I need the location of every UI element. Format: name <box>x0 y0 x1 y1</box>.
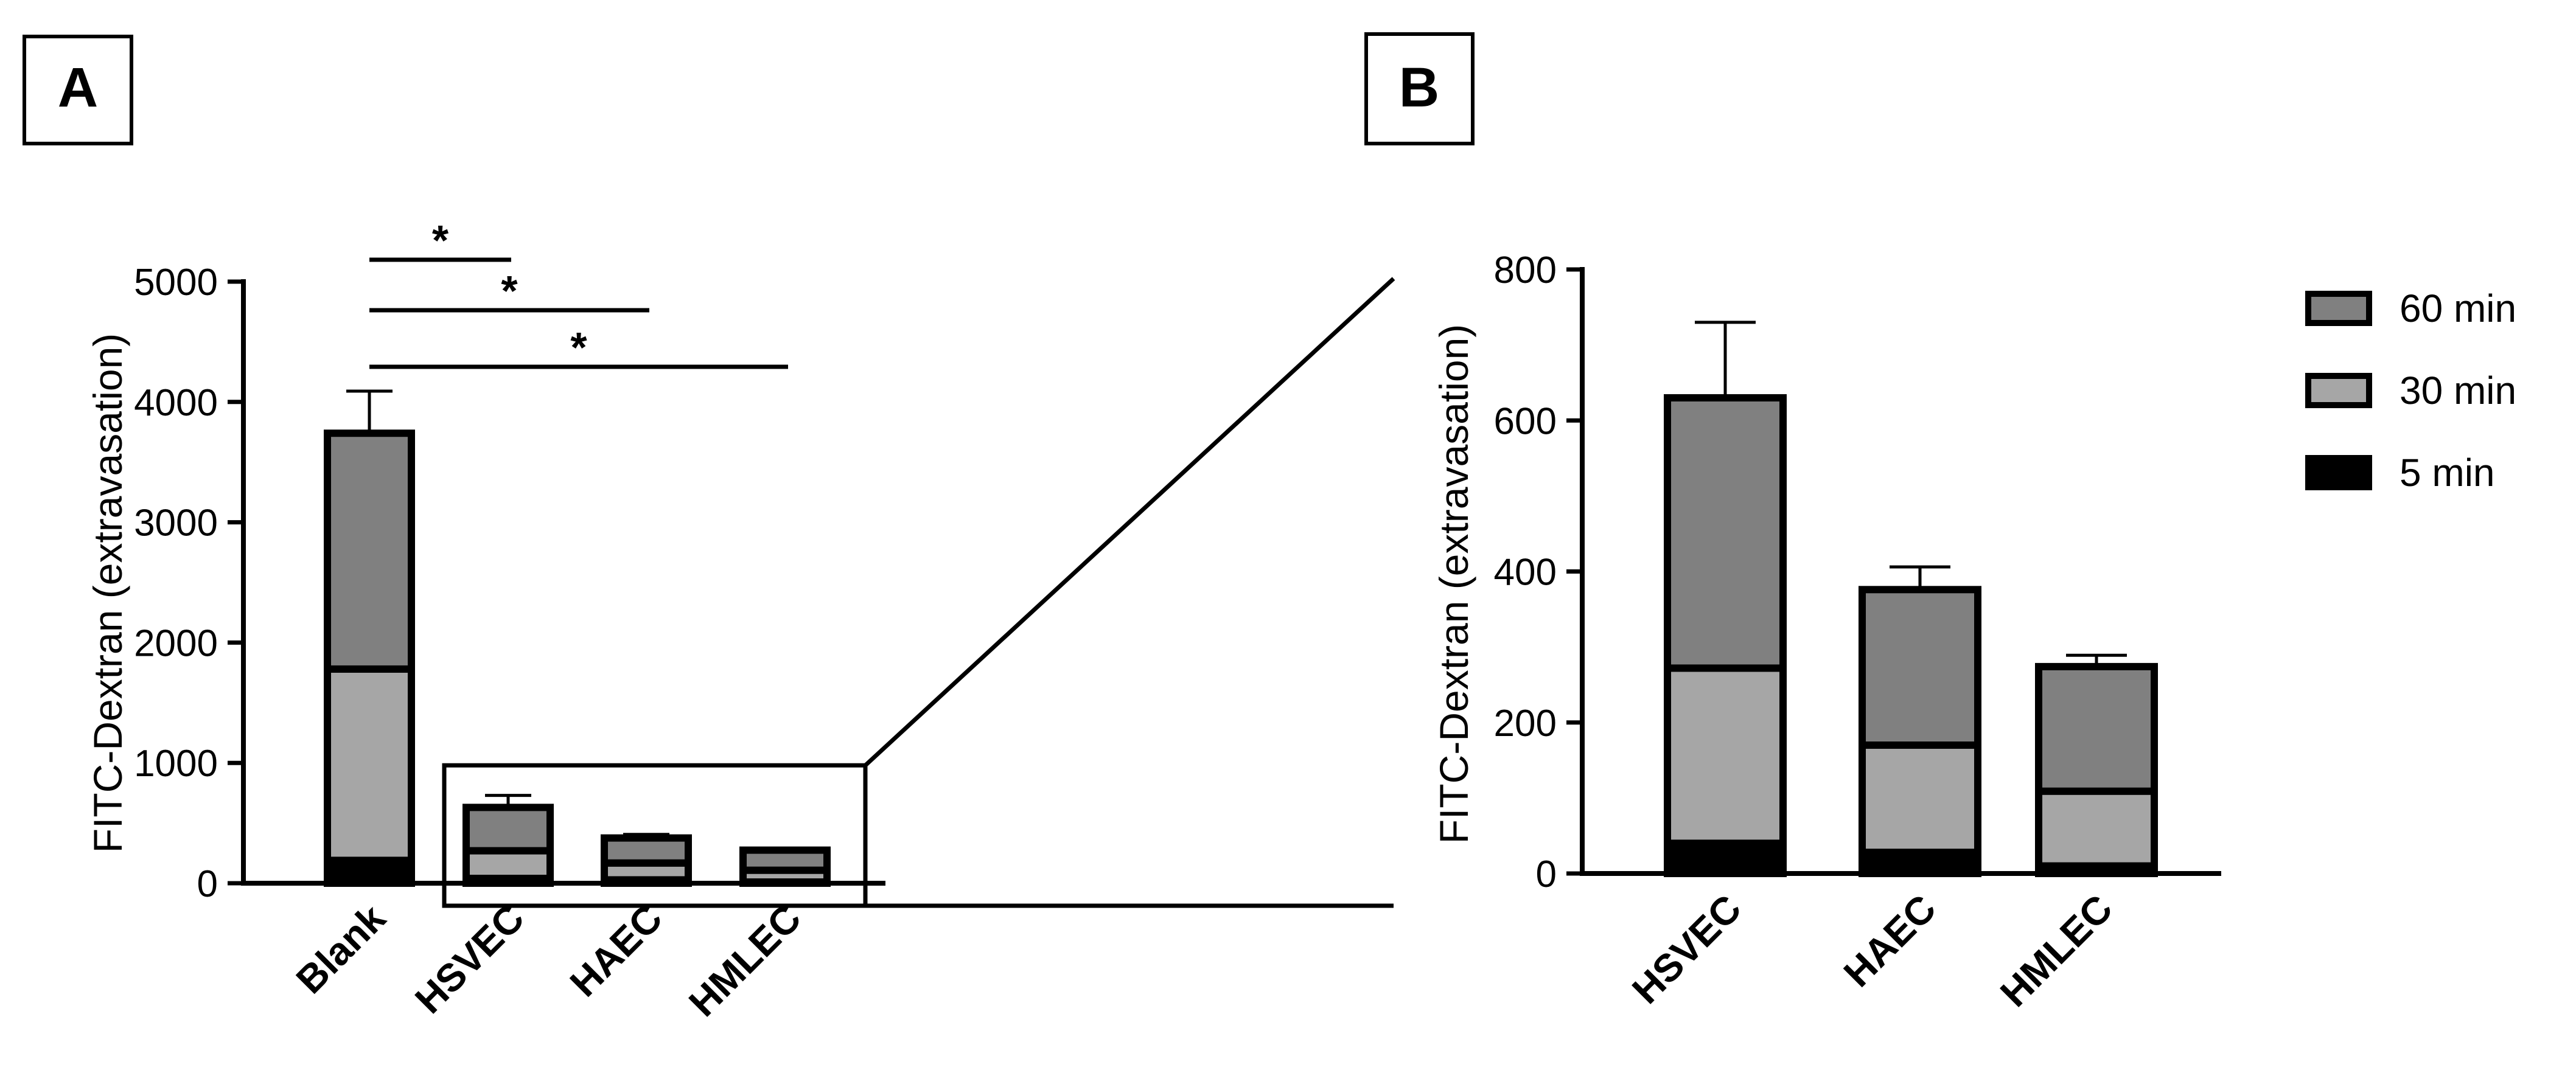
chart-a-significance-star: * <box>501 267 518 314</box>
panel-b-label: B <box>1399 57 1439 119</box>
legend-label: 30 min <box>2400 369 2516 412</box>
chart-a-y-tick-label: 1000 <box>134 743 218 785</box>
legend-swatch-60min <box>2305 291 2372 326</box>
chart-a-bar-hsvec-30min <box>462 847 554 883</box>
chart-a-y-tick-label: 4000 <box>134 382 218 424</box>
legend-swatch-30min <box>2305 373 2372 408</box>
chart-a-y-tick-label: 5000 <box>134 262 218 304</box>
chart-a-bar-blank-30min <box>324 665 415 864</box>
chart-a-significance-star: * <box>432 217 449 264</box>
chart-b-bar-hmlec-60min <box>2035 662 2158 795</box>
chart-b-y-axis-title: FITC-Dextran (extravasation) <box>1431 324 1476 844</box>
legend-label: 60 min <box>2400 287 2516 330</box>
panel-a-label: A <box>58 57 98 119</box>
chart-b-bar-haec-60min <box>1859 586 1981 749</box>
chart-a-y-tick-label: 3000 <box>134 502 218 544</box>
legend-swatch-5min <box>2305 455 2372 490</box>
chart-b-y-tick-label: 400 <box>1494 552 1557 594</box>
chart-a-bar-hsvec-60min <box>462 804 554 855</box>
chart-a-bar-haec-60min <box>601 834 692 867</box>
panel-a-label-box: A <box>23 35 133 145</box>
chart-b-bar-hsvec-30min <box>1664 664 1787 847</box>
chart-a-bar-blank-60min <box>324 429 415 673</box>
panel-a-frame <box>23 35 133 145</box>
chart-a-zoom-box <box>442 763 868 908</box>
chart-b-y-tick-label: 600 <box>1494 400 1557 442</box>
panel-b-label-box: B <box>1364 32 1475 145</box>
legend-label: 5 min <box>2400 451 2495 495</box>
chart-b-y-tick-label: 200 <box>1494 703 1557 745</box>
chart-a-y-axis-title: FITC-Dextran (extravasation) <box>85 333 130 853</box>
chart-a-significance-star: * <box>570 324 587 371</box>
chart-b-bar-haec-30min <box>1859 741 1981 856</box>
chart-a-y-tick-label: 2000 <box>134 622 218 664</box>
chart-b-bar-hmlec-30min <box>2035 787 2158 870</box>
chart-b-y-tick-label: 0 <box>1536 853 1557 895</box>
chart-b-bar-hsvec-60min <box>1664 394 1787 672</box>
panel-b-frame <box>1364 32 1475 145</box>
legend: 60 min 30 min 5 min <box>2305 287 2516 495</box>
chart-b-bar-hsvec-5min <box>1664 839 1787 877</box>
zoom-connector-top <box>864 277 1395 767</box>
chart-a-y-tick-label: 0 <box>197 863 218 905</box>
chart-a-bar-hmlec-60min <box>739 846 831 874</box>
chart-b-y-tick-label: 800 <box>1494 249 1557 291</box>
